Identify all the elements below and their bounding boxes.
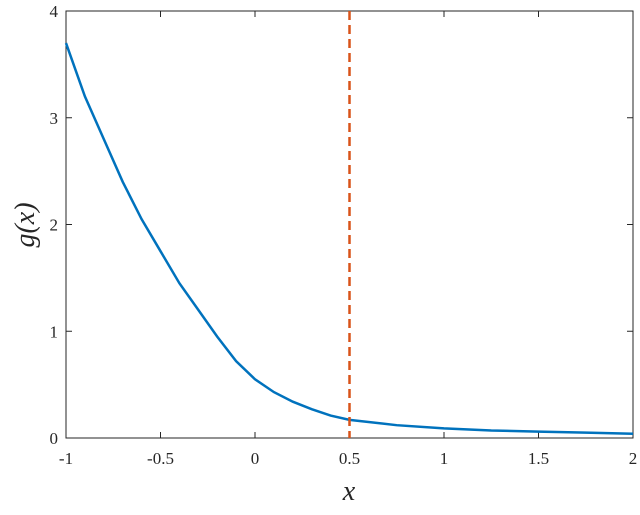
- y-tick-label: 2: [50, 216, 59, 235]
- x-tick-label: 1.5: [528, 449, 549, 468]
- x-tick-label: -0.5: [147, 449, 174, 468]
- y-axis-label: g(x): [10, 202, 41, 247]
- x-tick-label: 2: [629, 449, 638, 468]
- x-tick-label: 0: [251, 449, 260, 468]
- x-tick-label: 0.5: [339, 449, 360, 468]
- y-tick-label: 0: [50, 429, 59, 448]
- y-tick-label: 4: [50, 2, 59, 21]
- y-tick-label: 1: [50, 322, 59, 341]
- x-tick-label: 1: [440, 449, 449, 468]
- y-tick-label: 3: [50, 109, 59, 128]
- x-tick-label: -1: [59, 449, 73, 468]
- x-axis-label: x: [342, 476, 356, 507]
- data-line: [64, 42, 634, 435]
